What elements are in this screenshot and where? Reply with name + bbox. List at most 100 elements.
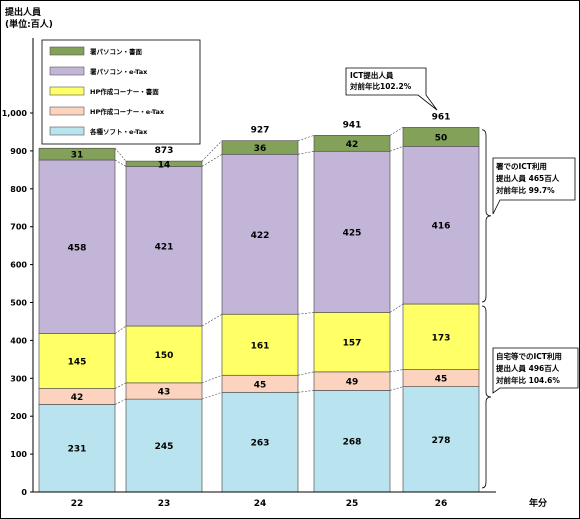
- legend-swatch: [49, 106, 85, 116]
- connector-line: [114, 325, 127, 334]
- connector-line: [201, 313, 223, 327]
- data-label: 421: [155, 243, 174, 253]
- office-callout-line2: 提出人員 465百人: [496, 173, 560, 183]
- connector-line: [201, 392, 223, 400]
- data-label: 422: [251, 231, 270, 241]
- connector-line: [114, 148, 127, 162]
- data-label: 43: [158, 387, 171, 397]
- data-label: 278: [432, 436, 451, 446]
- legend-swatch: [49, 86, 85, 96]
- data-label: 42: [346, 140, 359, 150]
- bar-segment: [313, 135, 391, 152]
- data-label: 50: [435, 133, 448, 143]
- data-label: 268: [343, 438, 362, 448]
- bar-segment: [38, 159, 116, 334]
- ict-callout-box: [345, 67, 438, 111]
- y-tick-label: 600: [10, 261, 27, 270]
- x-tick-label: 22: [71, 499, 84, 509]
- data-label: 45: [435, 375, 448, 385]
- y-tick-label: 900: [10, 147, 27, 156]
- bar-segment: [402, 386, 480, 493]
- legend-swatch: [49, 126, 85, 136]
- bar-segment: [125, 166, 203, 327]
- total-label: 961: [432, 112, 451, 122]
- data-label: 36: [254, 144, 267, 154]
- connector-line: [389, 146, 404, 152]
- y-tick-label: 1,000: [2, 109, 28, 118]
- data-label: 173: [432, 333, 451, 343]
- data-label: 161: [251, 341, 270, 351]
- data-label: 14: [158, 160, 171, 170]
- connector-line: [297, 390, 315, 393]
- y-tick-label: 700: [10, 223, 27, 232]
- connector-line: [389, 386, 404, 391]
- x-tick-label: 26: [435, 499, 448, 509]
- y-tick-label: 200: [10, 412, 27, 421]
- data-label: 150: [155, 351, 174, 361]
- bar-segment: [221, 140, 299, 155]
- home-callout-line1: 自宅等でのICT利用: [496, 351, 562, 361]
- bars: 2314214545831908245431504211487326345161…: [38, 112, 480, 493]
- axes: 0 100 200 300 400 500 600 700 800 900 1,000 22 23 24 2…: [2, 38, 547, 509]
- office-brace: [481, 129, 492, 303]
- total-label: 927: [251, 126, 270, 136]
- bar-segment: [38, 404, 116, 493]
- data-label: 425: [343, 228, 362, 238]
- total-label: 873: [155, 146, 174, 156]
- y-tick-label: 300: [10, 374, 27, 383]
- ict-callout-line2: 対前年比102.2%: [349, 81, 412, 91]
- y-axis-label: 提出人員: [5, 8, 42, 18]
- connector-line: [389, 127, 404, 136]
- connector-lines: [114, 127, 404, 405]
- bar-segment: [221, 153, 299, 315]
- home-callout-line2: 提出人員 496百人: [496, 363, 560, 373]
- connector-line: [297, 371, 315, 376]
- x-tick-label: 25: [346, 499, 359, 509]
- legend-label: HP作成コーナー・書面: [90, 87, 159, 96]
- connector-line: [389, 303, 404, 313]
- data-label: 231: [68, 445, 87, 455]
- bar-segment: [125, 398, 203, 493]
- data-label: 416: [432, 222, 451, 232]
- bar-segment: [313, 150, 391, 313]
- connector-line: [201, 140, 223, 162]
- x-tick-label: 23: [158, 499, 171, 509]
- data-label: 45: [254, 380, 267, 390]
- bar-segment: [402, 127, 480, 147]
- bar-segment: [402, 146, 480, 305]
- home-brace: [481, 305, 492, 489]
- connector-line: [114, 159, 127, 167]
- y-tick-label: 100: [10, 450, 27, 459]
- total-label: 941: [343, 120, 362, 130]
- bar-segment: [221, 313, 299, 376]
- bar-segment: [125, 325, 203, 384]
- bar-segment: [125, 160, 203, 167]
- y-tick-label: 800: [10, 185, 27, 194]
- office-callout-line3: 対前年比 99.7%: [495, 185, 555, 195]
- x-tick-label: 24: [254, 499, 267, 509]
- data-label: 458: [68, 243, 87, 253]
- x-axis-label: 年分: [529, 497, 547, 509]
- connector-line: [201, 154, 223, 167]
- home-callout-box: [492, 347, 579, 394]
- y-tick-label: 500: [10, 299, 27, 308]
- home-callout-line3: 対前年比 104.6%: [495, 375, 560, 385]
- y-tick-label: 0: [21, 488, 27, 497]
- ict-callout-line1: ICT提出人員: [350, 70, 394, 80]
- connector-line: [114, 398, 127, 405]
- legend-label: 署パソコン・書面: [90, 47, 143, 56]
- bar-segment: [402, 303, 480, 370]
- y-axis-unit: (単位:百人): [5, 20, 53, 30]
- data-label: 145: [68, 358, 87, 368]
- data-label: 157: [343, 339, 362, 349]
- data-label: 31: [71, 151, 84, 161]
- connector-line: [389, 369, 404, 373]
- y-tick-label: 400: [10, 336, 27, 345]
- legend-label: 署パソコン・e-Tax: [90, 67, 148, 76]
- legend-swatch: [49, 46, 85, 56]
- data-label: 49: [346, 378, 359, 388]
- office-callout-box: [492, 157, 576, 215]
